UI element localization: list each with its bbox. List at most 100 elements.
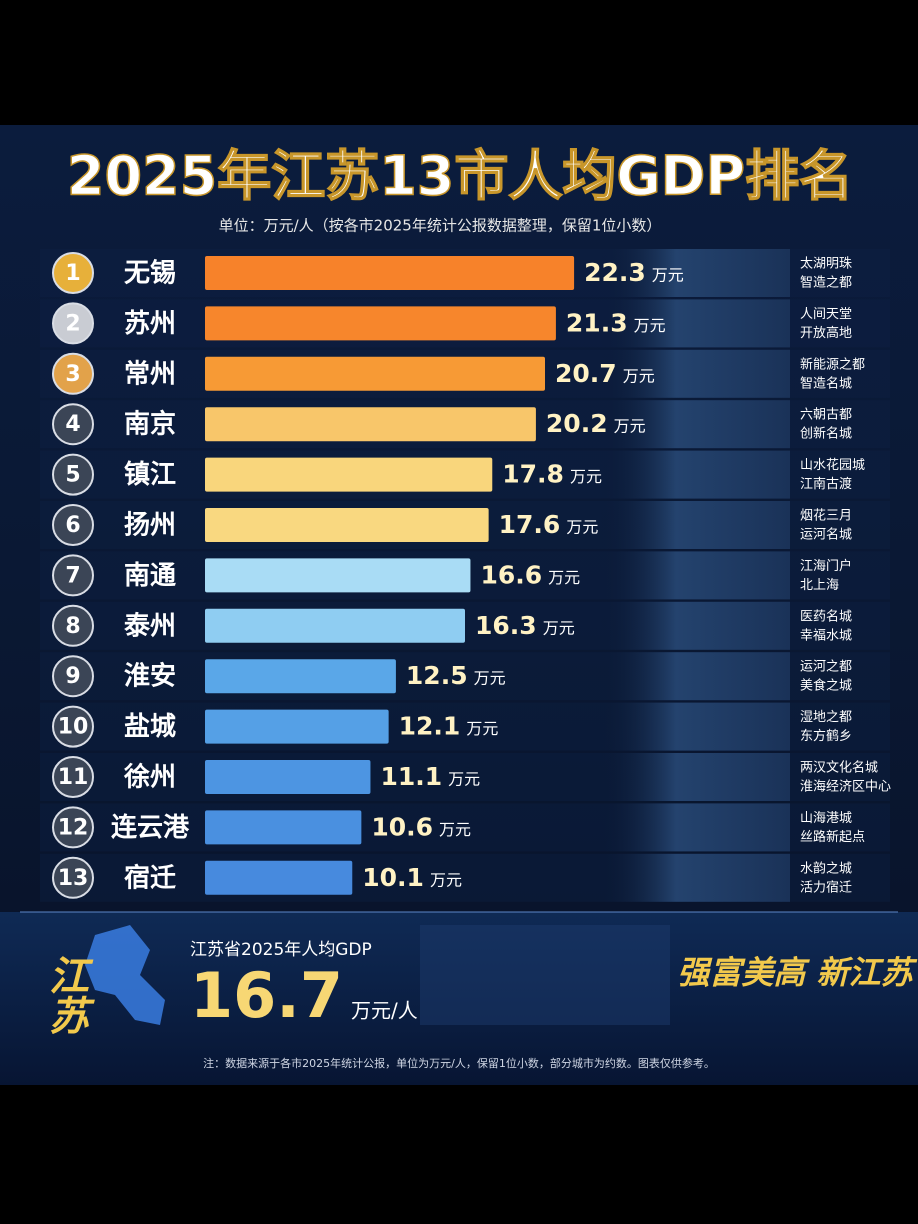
bar bbox=[205, 407, 536, 442]
rank: 9 bbox=[65, 664, 80, 689]
map-shape bbox=[85, 925, 165, 1025]
bar bbox=[205, 760, 371, 794]
tagline: 江海门户 bbox=[800, 558, 852, 574]
city-name: 扬州 bbox=[124, 511, 176, 541]
bar bbox=[205, 558, 471, 593]
city-image bbox=[600, 551, 790, 600]
rank-badge bbox=[52, 856, 94, 899]
slogan: 强富美高 新江苏 bbox=[677, 954, 917, 992]
city-name: 盐城 bbox=[124, 712, 176, 742]
skyline-image bbox=[420, 925, 670, 1025]
city-image bbox=[600, 400, 790, 449]
tagline: 淮海经济区中心 bbox=[800, 780, 891, 795]
tagline: 美食之城 bbox=[800, 678, 852, 694]
rank: 12 bbox=[58, 815, 89, 840]
subtitle: 单位：万元/人（按各市2025年统计公报数据整理，保留1位小数） bbox=[219, 217, 662, 235]
value-unit: 万元 bbox=[474, 669, 506, 688]
city-name: 宿迁 bbox=[124, 862, 176, 893]
bar bbox=[205, 256, 575, 290]
rank: 6 bbox=[65, 513, 80, 538]
tagline: 丝路新起点 bbox=[800, 829, 865, 845]
value-label: 20.7 bbox=[555, 359, 617, 388]
value-label: 12.1 bbox=[399, 712, 461, 741]
value-unit: 万元 bbox=[634, 316, 666, 335]
city-image bbox=[600, 853, 790, 902]
city-name: 常州 bbox=[124, 359, 176, 389]
tagline: 新能源之都 bbox=[800, 356, 865, 372]
tagline: 人间天堂 bbox=[800, 307, 852, 322]
rank-badge bbox=[52, 504, 94, 546]
tagline: 东方鹤乡 bbox=[800, 728, 852, 744]
tagline: 运河之都 bbox=[800, 660, 852, 675]
summary-label: 江苏省2025年人均GDP bbox=[190, 940, 372, 960]
rank-badge bbox=[52, 756, 94, 798]
value-label: 16.3 bbox=[475, 611, 537, 640]
tagline: 两汉文化名城 bbox=[800, 760, 878, 776]
rank-badge bbox=[52, 554, 94, 597]
rank: 5 bbox=[65, 463, 80, 488]
city-image bbox=[600, 299, 790, 348]
city-image bbox=[600, 601, 790, 650]
bar bbox=[205, 608, 465, 643]
value-label: 17.6 bbox=[499, 510, 561, 539]
value-unit: 万元 bbox=[614, 417, 646, 436]
note: 注：数据来源于各市2025年统计公报，单位为万元/人，保留1位小数，部分城市为约… bbox=[203, 1056, 715, 1070]
value-unit: 万元 bbox=[448, 770, 480, 789]
value-unit: 万元 bbox=[430, 870, 462, 889]
tagline: 幸福水城 bbox=[800, 628, 852, 643]
rank-badge bbox=[52, 655, 94, 698]
value-label: 10.1 bbox=[362, 863, 424, 892]
value-label: 12.5 bbox=[406, 661, 468, 690]
value-unit: 万元 bbox=[566, 518, 598, 537]
tagline: 山水花园城 bbox=[800, 457, 865, 473]
value-label: 16.6 bbox=[480, 560, 542, 589]
rank: 10 bbox=[58, 715, 89, 740]
map-label: 江苏 bbox=[42, 955, 89, 1035]
tagline: 医药名城 bbox=[800, 608, 852, 624]
rank-badge bbox=[52, 352, 94, 395]
rank-badge bbox=[52, 604, 94, 647]
value-unit: 万元 bbox=[543, 618, 575, 637]
bar bbox=[205, 709, 389, 744]
rank: 13 bbox=[58, 866, 89, 891]
bar bbox=[205, 508, 489, 542]
bar bbox=[205, 810, 362, 845]
tagline: 活力宿迁 bbox=[800, 879, 852, 895]
tagline: 六朝古都 bbox=[800, 408, 852, 423]
value-unit: 万元 bbox=[439, 820, 471, 839]
value-label: 21.3 bbox=[566, 308, 628, 337]
rank: 8 bbox=[65, 614, 80, 639]
tagline: 北上海 bbox=[800, 578, 839, 593]
city-name: 南京 bbox=[124, 409, 176, 440]
city-name: 苏州 bbox=[124, 309, 176, 339]
value-label: 11.1 bbox=[380, 762, 442, 791]
tagline: 水韵之城 bbox=[800, 861, 852, 876]
rank: 7 bbox=[65, 563, 80, 588]
city-image bbox=[600, 450, 790, 499]
city-name: 无锡 bbox=[124, 259, 176, 289]
tagline: 智造之都 bbox=[800, 276, 852, 291]
city-image bbox=[600, 652, 790, 701]
city-name: 徐州 bbox=[123, 762, 176, 793]
value-unit: 万元 bbox=[570, 467, 602, 486]
tagline: 开放高地 bbox=[800, 325, 852, 341]
city-image bbox=[600, 501, 790, 549]
bar bbox=[205, 860, 353, 895]
rank: 3 bbox=[65, 362, 80, 387]
bar bbox=[205, 306, 556, 341]
rank-badge bbox=[52, 252, 94, 294]
tagline: 运河名城 bbox=[800, 527, 852, 543]
summary-unit: 万元/人 bbox=[351, 999, 418, 1023]
bar bbox=[205, 659, 396, 694]
value-label: 22.3 bbox=[584, 258, 646, 287]
value-label: 17.8 bbox=[502, 460, 564, 489]
rank-badge bbox=[52, 705, 94, 748]
summary-value: 16.7 bbox=[190, 959, 343, 1032]
city-image bbox=[600, 249, 790, 297]
value-label: 10.6 bbox=[371, 812, 433, 841]
tagline: 山海港城 bbox=[800, 811, 852, 826]
title: 2025年江苏13市人均GDP排名 bbox=[67, 145, 853, 208]
